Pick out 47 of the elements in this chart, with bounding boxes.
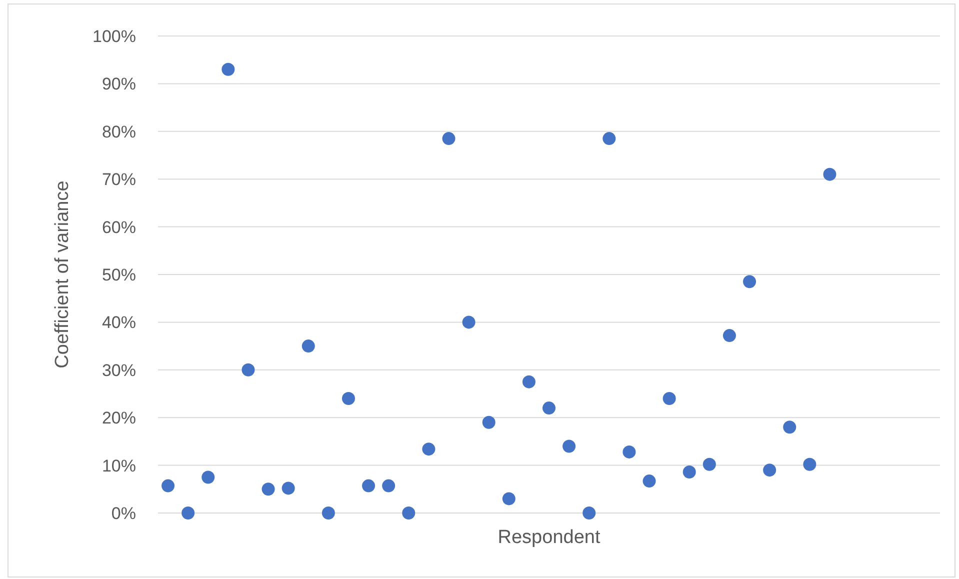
point	[262, 482, 275, 496]
y-tick-label: 40%	[102, 313, 136, 332]
point	[462, 316, 476, 329]
point	[803, 458, 816, 471]
y-axis-title: Coefficient of variance	[52, 180, 73, 368]
x-axis-title: Respondent	[498, 527, 601, 548]
point	[502, 492, 516, 506]
point	[622, 445, 636, 458]
point	[522, 375, 536, 388]
point	[322, 506, 335, 520]
y-tick-label: 80%	[102, 122, 136, 142]
point	[382, 479, 396, 492]
point	[422, 442, 436, 456]
point	[783, 420, 796, 434]
point	[482, 416, 496, 429]
y-tick-label: 90%	[102, 74, 136, 94]
y-tick-label: 50%	[102, 265, 136, 284]
point	[682, 465, 696, 478]
y-tick-label: 100%	[92, 26, 136, 46]
y-tick-label: 0%	[111, 504, 136, 523]
point	[542, 402, 556, 415]
y-tick-label: 20%	[102, 408, 136, 428]
point	[642, 474, 656, 488]
point	[662, 392, 676, 406]
point	[182, 506, 195, 520]
point	[702, 458, 716, 471]
point	[743, 275, 756, 288]
point	[582, 506, 596, 520]
point	[302, 340, 315, 353]
point	[402, 506, 416, 520]
point	[602, 132, 616, 146]
point	[562, 440, 576, 453]
point	[162, 479, 175, 492]
point	[763, 464, 776, 477]
point	[442, 132, 456, 146]
y-tick-label: 60%	[102, 218, 136, 237]
point	[342, 392, 355, 406]
y-tick-label: 10%	[102, 456, 136, 476]
point	[722, 329, 736, 342]
point	[242, 363, 255, 376]
point	[202, 470, 215, 484]
y-tick-label: 30%	[102, 360, 136, 380]
point	[222, 62, 235, 76]
point	[362, 479, 376, 492]
y-tick-label: 70%	[102, 170, 136, 190]
point	[282, 482, 295, 495]
point	[823, 168, 836, 181]
